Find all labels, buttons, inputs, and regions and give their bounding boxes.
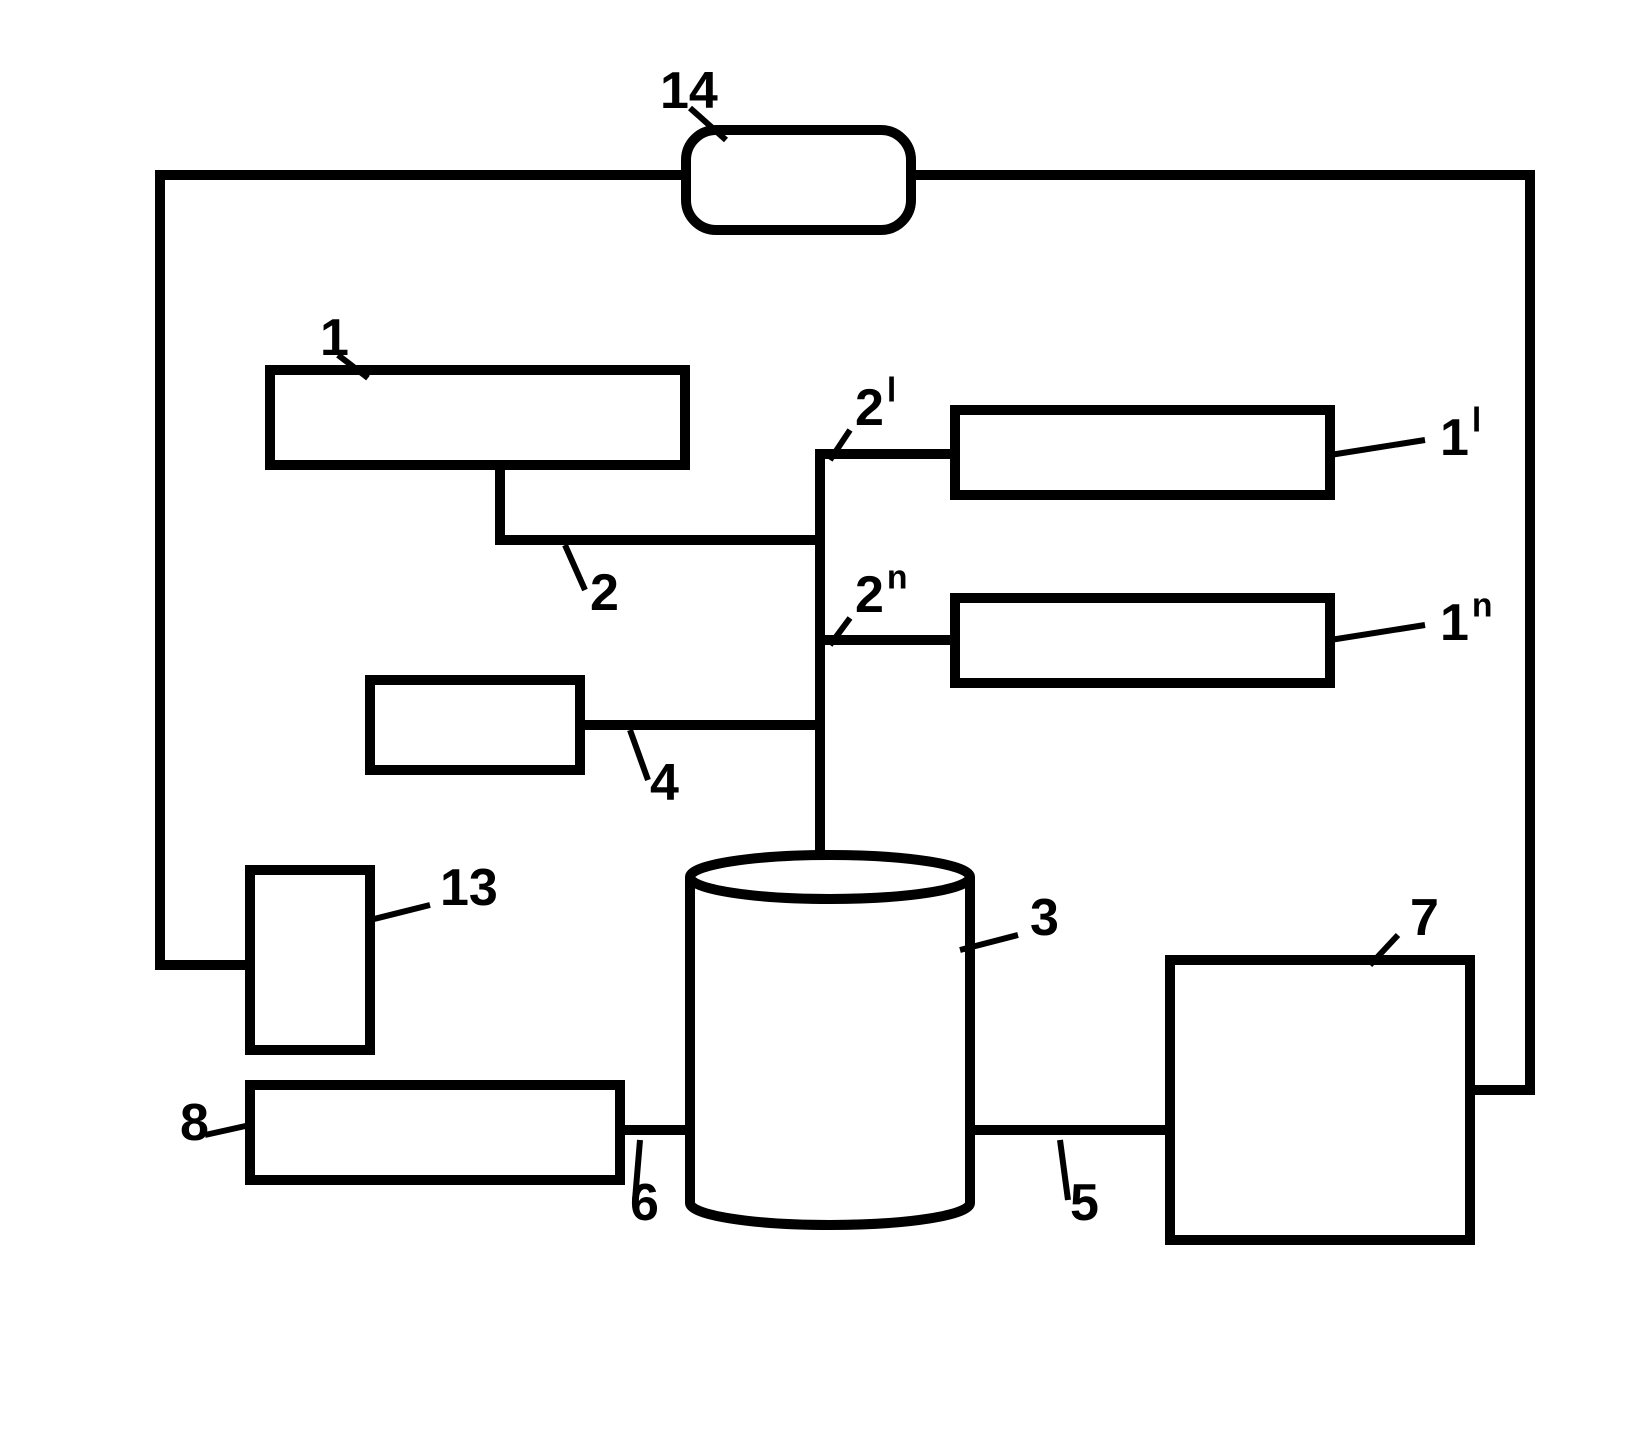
leader-line: [205, 1125, 250, 1135]
node-n7: [1170, 960, 1470, 1240]
label: 2n: [855, 559, 908, 624]
label: 14: [660, 62, 718, 120]
leader-line: [1330, 440, 1425, 455]
leader-line: [1060, 1140, 1068, 1200]
leader-line: [565, 545, 585, 590]
label: 7: [1410, 889, 1439, 947]
node-n1n: [955, 598, 1330, 683]
node-n1l: [955, 410, 1330, 495]
label: 6: [630, 1174, 659, 1232]
label: 4: [650, 754, 679, 812]
node-n3-body: [690, 877, 970, 1225]
label: 1: [320, 309, 349, 367]
node-n_small4: [370, 680, 580, 770]
label: 2l: [855, 372, 896, 437]
label: 3: [1030, 889, 1059, 947]
node-n8: [250, 1085, 620, 1180]
leader-line: [1330, 625, 1425, 640]
node-n1: [270, 370, 685, 465]
edge-e1to2: [500, 465, 820, 540]
block-diagram: 14 1 1l 1n 13 8 3 7 2 2l 2n 4 6 5: [0, 0, 1643, 1446]
label: 2: [590, 564, 619, 622]
label: 5: [1070, 1174, 1099, 1232]
label: 1l: [1440, 402, 1481, 467]
leader-line: [370, 905, 430, 920]
label: 13: [440, 859, 498, 917]
leader-line: [630, 730, 648, 780]
node-n14: [686, 130, 911, 230]
label: 1n: [1440, 587, 1493, 652]
node-n3-top: [690, 855, 970, 899]
node-n13: [250, 870, 370, 1050]
label: 8: [180, 1094, 209, 1152]
